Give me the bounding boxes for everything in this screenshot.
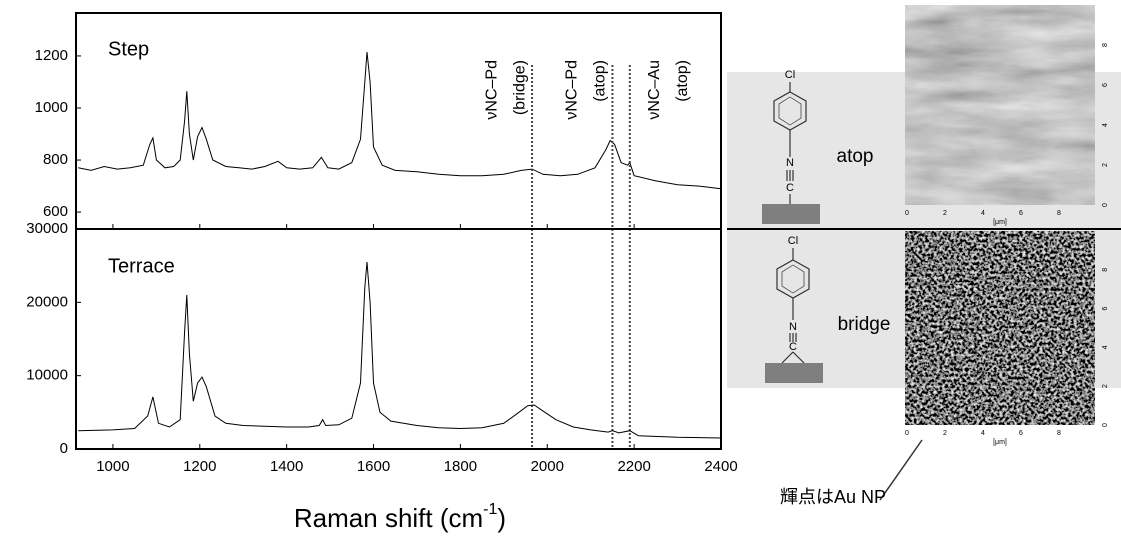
x-tick-label: 1800 [444,458,477,475]
afm-tick-label: 0 [905,210,909,217]
afm-tick-label: 8 [1102,43,1109,47]
afm-tick-label: 0 [1102,203,1109,207]
caption-pointer [879,439,923,501]
afm-tick-label: 2 [943,430,947,437]
x-tick-label: 2400 [704,458,737,475]
y-tick-label: 600 [43,203,68,220]
afm-unit: [μm] [993,219,1007,226]
afm-tick-label: 4 [981,430,985,437]
scheme-label: atop [837,146,874,167]
afm-tick-label: 0 [905,430,909,437]
afm-tick-label: 2 [1102,384,1109,388]
afm-image [905,5,1095,205]
afm-tick-label: 6 [1102,307,1109,311]
x-tick-label: 2200 [617,458,650,475]
x-axis-label: Raman shift (cm-1) [294,501,506,533]
y-tick-label: 1200 [35,47,68,64]
afm-tick-label: 2 [1102,163,1109,167]
x-tick-label: 2000 [531,458,564,475]
atom-label: N [789,321,797,333]
y-tick-label: 800 [43,151,68,168]
scheme-label: bridge [838,314,891,335]
substrate [765,363,823,383]
annotation-label: νNC–Pd [564,60,581,120]
panel-title: Terrace [108,255,175,277]
atom-label: Cl [785,69,795,81]
plot-frame [75,12,722,230]
afm-tick-label: 4 [1102,123,1109,127]
annotation-label: νNC–Au [646,60,663,120]
x-axis-label-superscript: -1 [483,501,497,518]
afm-tick-label: 6 [1019,210,1023,217]
annotation-label: (atop) [592,60,609,102]
molecule [773,82,807,204]
y-tick-label: 10000 [26,367,68,384]
afm-tick-label: 4 [1102,345,1109,349]
spectrum-line [78,51,722,190]
afm-tick-label: 8 [1057,210,1061,217]
afm-tick-label: 2 [943,210,947,217]
annotation-label: νNC–Pd [483,60,500,120]
plot-frame [75,228,722,450]
y-tick-label: 20000 [26,293,68,310]
afm-tick-label: 6 [1019,430,1023,437]
atom-label: C [786,182,794,194]
y-tick-label: 1000 [35,99,68,116]
atom-label: N [786,157,794,169]
x-tick-label: 1200 [183,458,216,475]
substrate [762,204,820,224]
afm-tick-label: 4 [981,210,985,217]
afm-image [905,231,1095,425]
annotation-label: (atop) [674,60,691,102]
x-tick-label: 1600 [357,458,390,475]
x-axis-label-text: ) [497,503,506,533]
atom-label: Cl [788,235,798,247]
x-tick-label: 1000 [96,458,129,475]
x-axis-label-text: Raman shift (cm [294,503,483,533]
afm-tick-label: 6 [1102,83,1109,87]
annotation-label: (bridge) [511,60,528,115]
afm-tick-label: 8 [1102,268,1109,272]
afm-unit: [μm] [993,439,1007,446]
x-tick-label: 1400 [270,458,303,475]
y-tick-label: 0 [60,440,68,457]
panel-title: Step [108,38,149,60]
y-tick-label: 30000 [26,220,68,237]
caption: 輝点はAu NP [780,487,886,507]
molecule [776,248,810,364]
atom-label: C [789,341,797,353]
spectrum-line [78,261,722,439]
afm-tick-label: 0 [1102,423,1109,427]
afm-tick-label: 8 [1057,430,1061,437]
